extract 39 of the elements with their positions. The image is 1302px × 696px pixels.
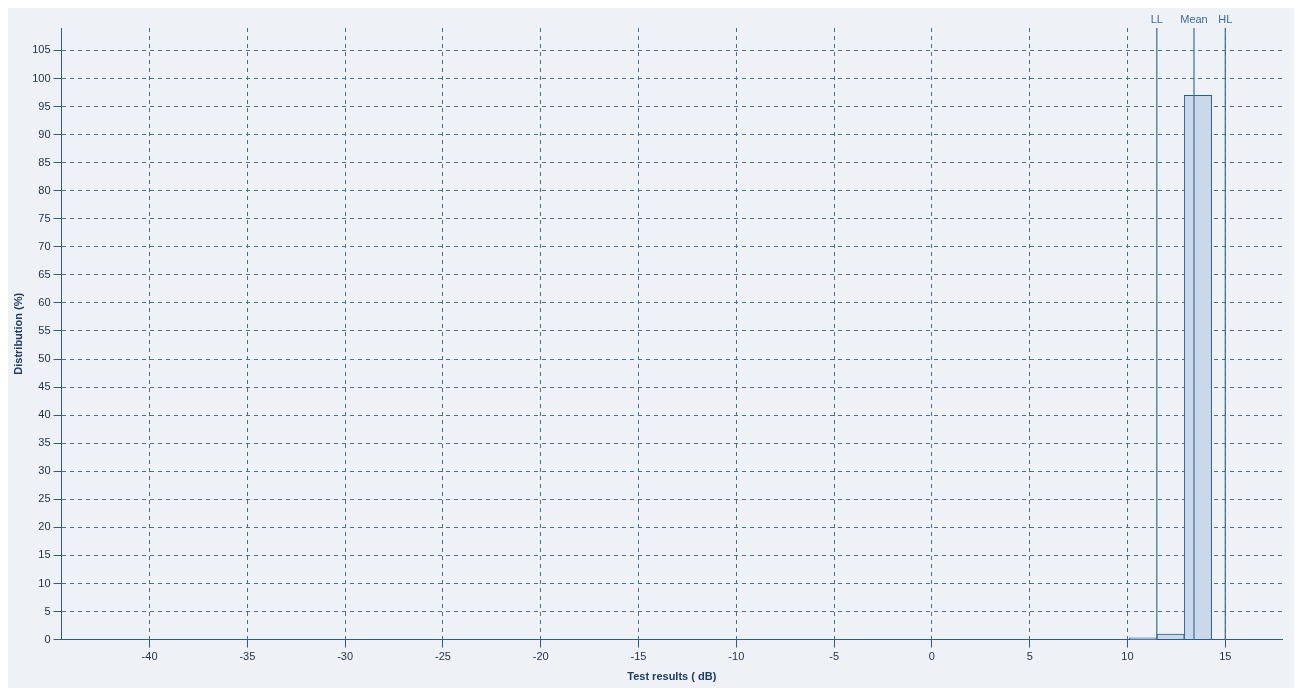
y-tick-label: 30: [38, 464, 51, 477]
y-tick-label: 15: [38, 548, 51, 561]
x-tick-label: -35: [239, 650, 256, 663]
y-tick-label: 70: [38, 239, 51, 252]
y-tick-label: 40: [38, 408, 51, 421]
y-tick-label: 60: [38, 295, 51, 308]
x-tick-label: 5: [1026, 650, 1033, 663]
ref-line-label: LL: [1150, 12, 1163, 25]
x-tick-label: -20: [532, 650, 549, 663]
y-tick-label: 105: [32, 43, 51, 56]
ref-line-label: Mean: [1180, 12, 1208, 25]
y-tick-label: 100: [32, 71, 51, 84]
y-tick-label: 0: [44, 632, 51, 645]
y-tick-label: 65: [38, 267, 51, 280]
y-tick-label: 50: [38, 352, 51, 365]
y-tick-label: 55: [38, 324, 51, 337]
y-tick-label: 10: [38, 576, 51, 589]
y-tick-label: 5: [44, 604, 51, 617]
y-tick-label: 90: [38, 127, 51, 140]
x-tick-label: -5: [829, 650, 839, 663]
x-tick-label: 10: [1121, 650, 1134, 663]
y-tick-label: 85: [38, 155, 51, 168]
y-tick-label: 95: [38, 99, 51, 112]
y-axis-title: Distribution (%): [11, 292, 24, 375]
x-tick-label: -10: [728, 650, 745, 663]
y-tick-label: 75: [38, 211, 51, 224]
x-tick-label: -30: [337, 650, 354, 663]
x-axis-title: Test results ( dB): [627, 670, 717, 683]
y-tick-label: 20: [38, 520, 51, 533]
x-tick-label: 0: [928, 650, 935, 663]
x-tick-label: 15: [1219, 650, 1232, 663]
y-tick-label: 80: [38, 183, 51, 196]
y-tick-label: 25: [38, 492, 51, 505]
x-tick-label: -40: [141, 650, 158, 663]
y-tick-label: 45: [38, 380, 51, 393]
x-tick-label: -25: [434, 650, 451, 663]
x-tick-label: -15: [630, 650, 647, 663]
ref-line-label: HL: [1218, 12, 1233, 25]
y-tick-label: 35: [38, 436, 51, 449]
